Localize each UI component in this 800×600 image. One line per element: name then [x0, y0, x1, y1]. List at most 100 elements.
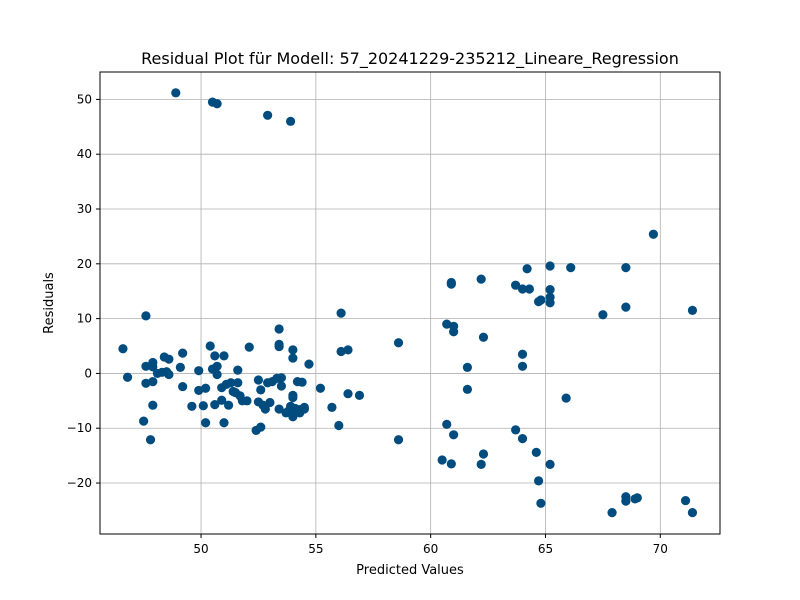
- data-point: [205, 341, 215, 351]
- data-point: [561, 393, 571, 403]
- data-point: [198, 401, 208, 411]
- data-point: [201, 418, 211, 428]
- data-point: [141, 311, 151, 321]
- data-point: [607, 508, 617, 518]
- data-point: [164, 354, 174, 364]
- data-point: [478, 449, 489, 459]
- y-tick-label: −20: [67, 476, 92, 490]
- y-tick-label: 40: [77, 147, 92, 161]
- data-point: [226, 378, 236, 388]
- data-point: [288, 353, 298, 363]
- data-point: [178, 348, 188, 358]
- x-axis-label: Predicted Values: [356, 563, 464, 578]
- data-point: [531, 447, 541, 457]
- data-point: [288, 345, 298, 355]
- data-point: [598, 310, 608, 320]
- data-point: [304, 359, 314, 369]
- x-tick-label: 60: [423, 542, 438, 556]
- plot-frame: [99, 71, 721, 535]
- data-point: [536, 295, 546, 305]
- data-point: [141, 361, 151, 371]
- data-point: [118, 344, 128, 354]
- data-point: [511, 425, 521, 435]
- data-point: [336, 308, 346, 318]
- data-point: [145, 435, 156, 445]
- data-point: [648, 229, 659, 239]
- y-tick-label: 0: [84, 366, 92, 380]
- data-point: [354, 390, 365, 400]
- data-point: [276, 373, 287, 383]
- data-point: [244, 342, 254, 352]
- data-point: [260, 404, 270, 414]
- data-point: [297, 377, 307, 387]
- y-tick-label: −10: [67, 421, 92, 435]
- y-axis-label: Residuals: [42, 272, 57, 334]
- data-point: [265, 397, 275, 408]
- data-point: [263, 110, 273, 120]
- grid-lines: [100, 72, 720, 534]
- data-point: [148, 362, 158, 372]
- data-points: [118, 88, 698, 518]
- data-point: [327, 402, 337, 413]
- data-point: [210, 351, 220, 361]
- data-point: [219, 418, 229, 428]
- data-point: [680, 495, 691, 506]
- data-point: [274, 324, 284, 334]
- data-point: [210, 400, 220, 410]
- data-point: [274, 404, 284, 414]
- data-point: [164, 369, 174, 380]
- x-tick-label: 55: [308, 542, 323, 556]
- data-point: [621, 302, 631, 312]
- y-axis-ticks: −20 −10 0 10 20 30 40 50: [67, 92, 100, 490]
- data-point: [253, 375, 264, 385]
- data-point: [533, 476, 544, 486]
- data-point: [148, 400, 158, 410]
- data-point: [511, 280, 521, 290]
- data-point: [288, 392, 298, 403]
- data-point: [687, 305, 698, 315]
- data-point: [219, 351, 229, 361]
- data-point: [621, 496, 631, 506]
- data-point: [285, 116, 296, 126]
- data-point: [233, 365, 243, 375]
- data-point: [336, 346, 346, 357]
- y-tick-label: 20: [77, 257, 92, 271]
- data-point: [462, 362, 473, 372]
- data-point: [478, 332, 489, 342]
- x-axis-ticks: 50 55 60 65 70: [193, 534, 668, 556]
- data-point: [524, 284, 535, 294]
- data-point: [446, 279, 456, 289]
- data-point: [517, 361, 528, 371]
- data-point: [223, 400, 234, 410]
- data-point: [566, 263, 576, 273]
- data-point: [545, 459, 555, 469]
- x-tick-label: 50: [193, 542, 208, 556]
- data-point: [393, 338, 404, 348]
- data-point: [212, 99, 222, 109]
- data-point: [178, 381, 188, 392]
- data-point: [233, 378, 243, 388]
- data-point: [437, 455, 447, 465]
- data-point: [212, 361, 222, 371]
- data-point: [621, 263, 631, 273]
- data-point: [276, 381, 287, 391]
- data-point: [288, 412, 298, 422]
- chart-title: Residual Plot für Modell: 57_20241229-23…: [141, 49, 679, 69]
- data-point: [141, 378, 151, 388]
- data-point: [242, 396, 252, 406]
- data-point: [201, 383, 211, 393]
- data-point: [256, 422, 266, 432]
- data-point: [517, 434, 528, 444]
- data-point: [462, 384, 473, 394]
- x-tick-label: 70: [653, 542, 668, 556]
- data-point: [476, 459, 486, 469]
- data-point: [517, 284, 528, 294]
- data-point: [217, 395, 227, 405]
- data-point: [632, 493, 642, 503]
- data-point: [343, 389, 353, 399]
- data-point: [212, 369, 222, 380]
- data-point: [522, 264, 532, 274]
- data-point: [187, 401, 197, 411]
- data-point: [274, 341, 284, 352]
